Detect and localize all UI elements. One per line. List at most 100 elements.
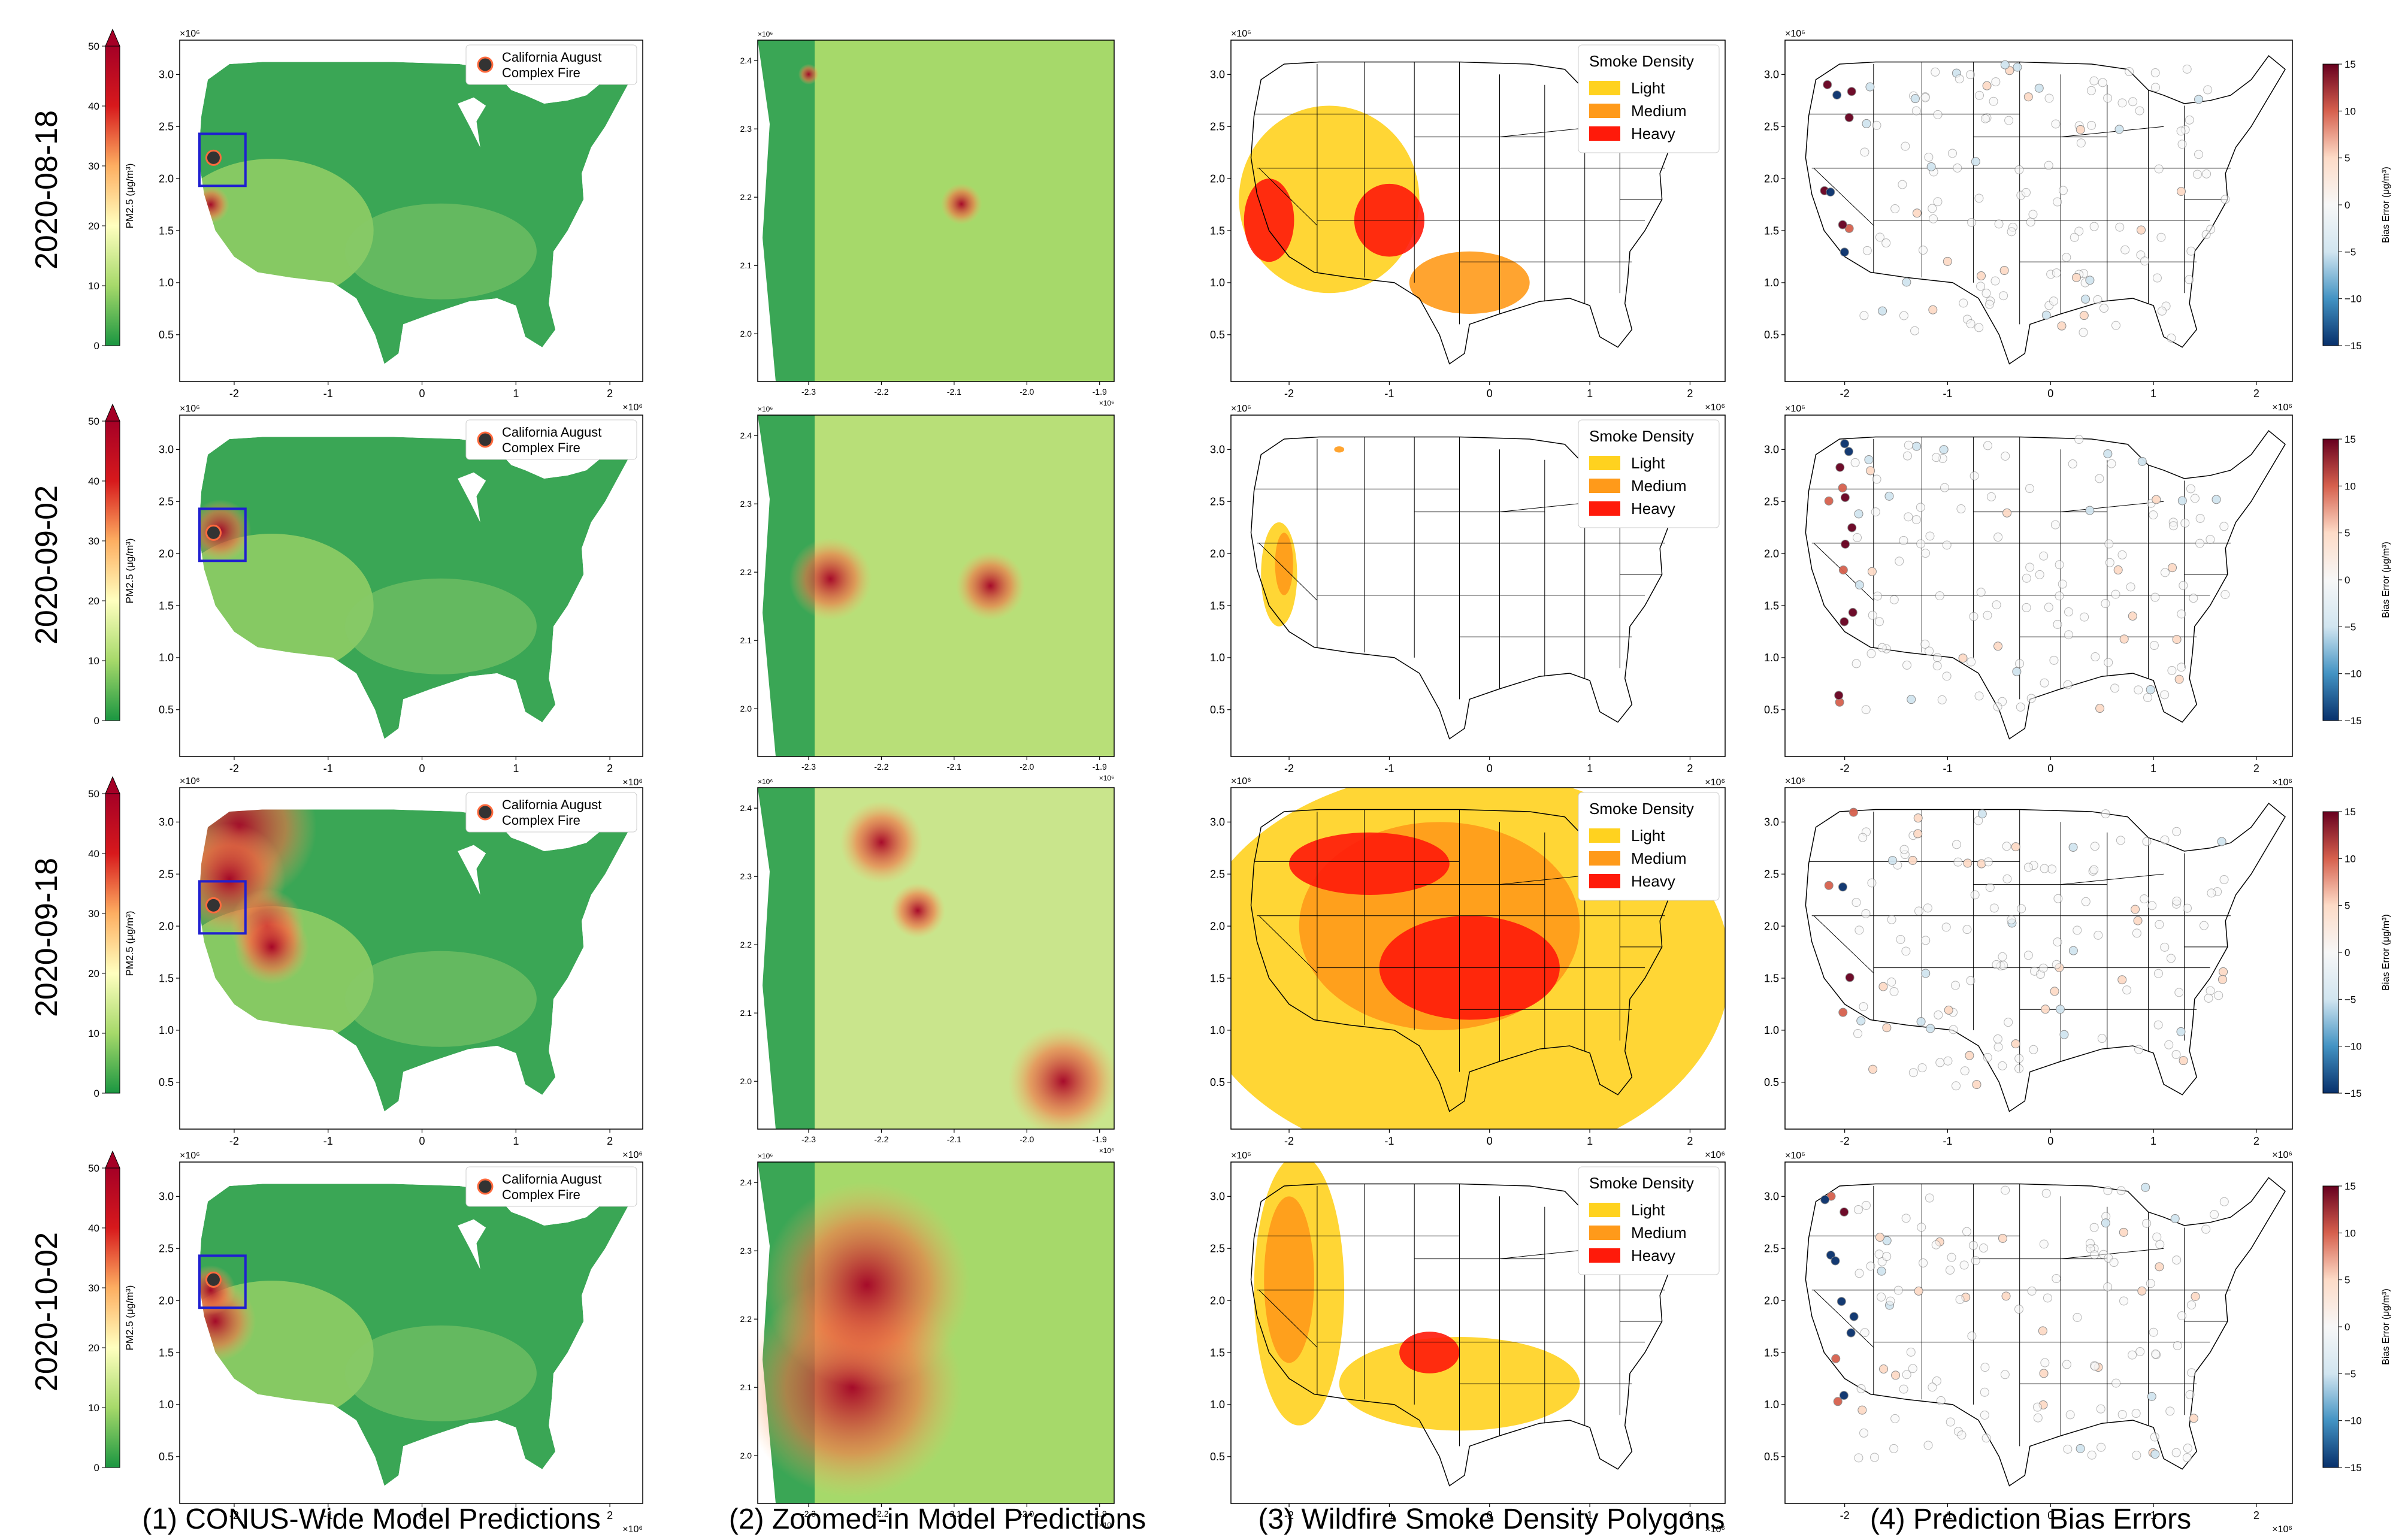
monitor-bias-point (1908, 1068, 1918, 1078)
monitor-bias-point (2195, 538, 2204, 548)
monitor-bias-point (2167, 665, 2177, 675)
smoke-xtick-label: 1 (1587, 388, 1593, 400)
monitor-bias-point (2087, 120, 2096, 130)
smoke-heavy (1399, 1332, 1460, 1373)
monitor-bias-point (2153, 969, 2163, 978)
monitor-bias-point (1878, 306, 1887, 316)
monitor-bias-point (1928, 305, 1938, 314)
monitor-bias-point (2014, 1064, 2024, 1073)
conus-xtick-label: -2 (229, 1509, 239, 1521)
smoke-medium (1409, 251, 1530, 314)
monitor-bias-point (2014, 1305, 2023, 1314)
zoom-region-box (198, 1254, 247, 1309)
zoom-xtick-label: -2.3 (801, 1134, 816, 1144)
monitor-bias-point (2089, 865, 2099, 875)
monitor-bias-point (2101, 809, 2110, 819)
monitor-bias-point (1838, 220, 1847, 229)
monitor-bias-point (1957, 1430, 1967, 1440)
monitor-bias-point (1985, 883, 1995, 892)
monitor-bias-point (2152, 273, 2162, 283)
bias-colorbar (2322, 1185, 2339, 1468)
smoke-ytick-label: 1.0 (1210, 1024, 1225, 1036)
zoom-region-box (198, 132, 247, 187)
conus-xtick-label: 1 (513, 1135, 519, 1147)
monitor-bias-point (2171, 1049, 2181, 1059)
pm25-colorbar-tick-label: 20 (88, 595, 99, 607)
smoke-xscale-label: ×10⁶ (1705, 777, 1725, 788)
bias-colorbar-tick-label: 15 (2344, 59, 2356, 70)
smoke-heavy (1289, 832, 1450, 895)
monitor-bias-point (1932, 653, 1942, 662)
smoke-medium (1275, 533, 1293, 595)
monitor-bias-point (1852, 533, 1862, 543)
smoke-yscale-label: ×10⁶ (1231, 776, 1251, 786)
fire-legend-label: California August (502, 50, 601, 65)
zoom-ytick-label: 2.4 (740, 431, 752, 440)
monitor-bias-point (1966, 976, 1976, 985)
monitor-bias-point (2007, 915, 2016, 925)
monitor-bias-point (1890, 204, 1900, 213)
fire-marker-icon (205, 1271, 222, 1288)
bias-xtick-label: 1 (2150, 1509, 2156, 1521)
monitor-bias-point (2187, 1300, 2197, 1310)
monitor-bias-point (1976, 588, 1986, 597)
smoke-ytick-label: 2.5 (1210, 869, 1225, 881)
pm25-colorbar-tick-label: 10 (88, 1402, 99, 1414)
state-boundary (1258, 543, 1318, 601)
pm25-colorbar-tick-label: 20 (88, 1342, 99, 1354)
zoom-field (758, 788, 1114, 1129)
monitor-bias-point (1955, 1294, 1965, 1304)
smoke-legend-swatch (1589, 1248, 1620, 1263)
monitor-bias-point (2103, 1186, 2113, 1196)
monitor-bias-point (2015, 659, 2025, 668)
monitor-bias-point (1866, 1261, 1875, 1271)
row-date-label: 2020-10-02 (29, 1232, 64, 1391)
monitor-bias-point (2034, 83, 2044, 93)
state-boundary (2061, 1248, 2164, 1260)
row-date-label: 2020-08-18 (29, 110, 64, 270)
monitor-bias-point (2147, 901, 2157, 910)
bias-xtick-label: 1 (2150, 1135, 2156, 1147)
monitor-bias-point (2177, 1311, 2187, 1321)
zoom-xtick-label: -2.1 (947, 387, 961, 397)
monitor-bias-point (2140, 256, 2150, 266)
conus-xtick-label: -1 (323, 763, 333, 774)
monitor-bias-point (1981, 1433, 1991, 1443)
conus-xtick-label: 0 (419, 388, 425, 400)
monitor-bias-point (2172, 827, 2182, 836)
monitor-bias-point (1980, 1387, 1989, 1397)
state-boundary (1258, 168, 1318, 226)
monitor-bias-point (1871, 507, 1880, 517)
monitor-bias-point (1861, 1200, 1871, 1210)
monitor-bias-point (1872, 474, 1881, 484)
monitor-bias-point (2170, 1214, 2180, 1224)
pm25-colorbar-tick-label: 10 (88, 280, 99, 292)
monitor-bias-point (2172, 634, 2182, 644)
monitor-bias-point (1982, 81, 1992, 90)
zoom-xtick-label: -2.1 (947, 762, 961, 771)
bias-ytick-label: 3.0 (1764, 816, 1779, 828)
conus-xtick-label: 2 (607, 388, 613, 400)
bias-colorbar-tick-label: 0 (2344, 1321, 2350, 1333)
bias-xtick-label: -1 (1943, 1135, 1952, 1147)
monitor-bias-point (1893, 1285, 1903, 1295)
pm25-field (198, 1178, 636, 1486)
monitor-bias-point (2052, 960, 2061, 969)
smoke-legend-swatch (1589, 479, 1620, 493)
monitor-bias-point (2177, 187, 2186, 196)
bias-colorbar-tick-label: 10 (2344, 1227, 2356, 1239)
smoke-yscale-label: ×10⁶ (1231, 404, 1251, 414)
monitor-bias-point (2217, 975, 2227, 984)
pm25-plains-moderate (344, 1325, 537, 1421)
zoom-prediction-panel: -2.3 -2.2 -2.1 -2.0 -1.9 2.0 2.1 2.2 2.3 2.4 ×10⁶ ×… (740, 777, 1115, 1155)
smoke-xtick-label: -2 (1284, 1509, 1294, 1521)
monitor-bias-point (1925, 1193, 1934, 1203)
bias-xtick-label: 0 (2047, 763, 2053, 774)
conus-xscale-label: ×10⁶ (622, 777, 643, 788)
bias-colorbar-label: Bias Error (μg/m³) (2381, 914, 2391, 990)
fire-marker-icon (205, 897, 222, 913)
pm25-colorbar-label: PM2.5 (μg/m³) (124, 911, 135, 976)
bias-colorbar-tick-label: 0 (2344, 199, 2350, 211)
zoom-yscale-label: ×10⁶ (758, 30, 773, 38)
monitor-bias-point (2172, 896, 2182, 906)
